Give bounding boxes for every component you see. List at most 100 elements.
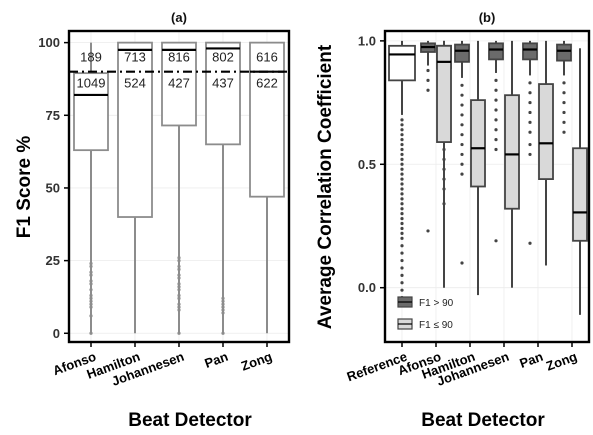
panel-b-box-low-pan-3 bbox=[504, 40, 520, 288]
panel-b-y-ticks: 0.0 0.5 1.0 bbox=[358, 33, 385, 295]
panel-a-box-afonso-outlier-8 bbox=[89, 282, 93, 286]
panel-a-box-afonso-outlier-13 bbox=[89, 261, 93, 266]
panel-b-box-high-johannesen-outlier-8 bbox=[494, 239, 498, 243]
panel-a-box-hamilton-box bbox=[117, 41, 153, 218]
panel-a-box-pan-outlier-3 bbox=[221, 305, 225, 309]
panel-b-frame bbox=[383, 29, 591, 344]
panel-a-box-afonso-outlier-4 bbox=[89, 299, 93, 303]
panel-a-box-johannesen-outlier-9 bbox=[177, 276, 181, 280]
panel-b-ytick-label-1: 0.5 bbox=[358, 157, 376, 172]
panel-b-box-low-hamilton-1-box bbox=[436, 44, 452, 143]
panel-b-box-reference-outlier-2 bbox=[400, 128, 404, 132]
panel-a-count-below-hamilton: 524 bbox=[124, 76, 146, 91]
panel-b-box-high-afonso-outlier-0 bbox=[426, 68, 430, 73]
panel-a-box-afonso-outlier-6 bbox=[89, 293, 93, 298]
panel-b-box-reference-outlier-14 bbox=[400, 187, 404, 191]
panel-b-box-high-zong-outlier-1 bbox=[562, 91, 566, 95]
panel-b-box-high-pan-outlier-1 bbox=[528, 91, 532, 95]
panel-a-box-johannesen-outlier-0 bbox=[177, 331, 181, 335]
panel-a-box-afonso-outlier-5 bbox=[89, 296, 93, 301]
panel-b-legend-label-1: F1 ≤ 90 bbox=[419, 320, 453, 331]
panel-b-box-high-pan-outlier-0 bbox=[528, 81, 532, 85]
panel-b-box-reference-outlier-23 bbox=[400, 231, 404, 235]
panel-a-ytick-label-75: 75 bbox=[46, 108, 60, 123]
panel-a-box-afonso-outlier-11 bbox=[89, 270, 93, 274]
panel-b-box-high-johannesen-outlier-0 bbox=[494, 78, 498, 82]
panel-b-box-high-johannesen-outlier-4 bbox=[494, 118, 498, 122]
panel-b-box-high-zong-outlier-4 bbox=[562, 120, 566, 124]
panel-b-box-reference-outlier-15 bbox=[400, 192, 404, 196]
panel-b-box-reference-outlier-9 bbox=[400, 162, 404, 166]
panel-a-count-below-johannesen: 427 bbox=[168, 76, 190, 91]
panel-b-box-high-zong-outlier-5 bbox=[562, 130, 566, 134]
panel-b-box-reference-outlier-21 bbox=[400, 221, 404, 226]
panel-b-box-high-hamilton-outlier-3 bbox=[460, 113, 464, 117]
panel-b-box-reference-outlier-28 bbox=[400, 266, 404, 270]
panel-b-box-high-johannesen-outlier-1 bbox=[494, 88, 498, 92]
panel-a-count-below-pan: 437 bbox=[212, 76, 234, 91]
panel-a-box-johannesen-outlier-3 bbox=[177, 302, 181, 306]
panel-a-box-afonso bbox=[73, 42, 109, 335]
panel-a-box-pan-outlier-4 bbox=[221, 302, 225, 306]
panel-a-box-afonso-outlier-9 bbox=[89, 279, 93, 283]
panel-b-box-reference-outlier-24 bbox=[400, 236, 404, 240]
panel-b-box-reference-outlier-10 bbox=[400, 167, 404, 171]
panel-a-y-ticks: 0 25 50 75 100 bbox=[38, 35, 69, 341]
panel-b-box-high-johannesen-outlier-7 bbox=[494, 147, 498, 152]
panel-b-box-reference-box bbox=[388, 44, 416, 82]
panel-b-box-high-pan-outlier-2 bbox=[528, 100, 532, 105]
panel-b-box-reference-outlier-5 bbox=[400, 142, 404, 147]
panel-b-xtick-label-zong: Zong bbox=[544, 349, 579, 374]
panel-b-gridlines bbox=[385, 31, 589, 342]
panel-b-box-high-hamilton bbox=[454, 40, 470, 265]
panel-b-box-low-hamilton-1 bbox=[436, 40, 452, 288]
panel-a-box-pan-outlier-0 bbox=[221, 331, 225, 335]
panel-b-box-reference-outlier-20 bbox=[400, 216, 404, 221]
panel-b-box-low-johannesen-2 bbox=[470, 40, 486, 296]
panel-b-box-high-pan-outlier-5 bbox=[528, 130, 532, 134]
panel-a-count-above-afonso: 189 bbox=[80, 50, 102, 65]
panel-a-f1-score: 189 1049 713 524 816 427 802 437 616 622 0 25 50 75 1… bbox=[14, 10, 291, 431]
panel-a-box-zong bbox=[249, 41, 285, 334]
panel-a-count-above-zong: 616 bbox=[256, 50, 278, 65]
panel-a-x-axis-title: Beat Detector bbox=[128, 410, 252, 431]
panel-b-box-high-pan-outlier-3 bbox=[528, 110, 532, 115]
panel-b-box-low-zong-4 bbox=[538, 40, 554, 266]
panel-a-box-johannesen-outlier-13 bbox=[177, 259, 181, 263]
panel-b-xtick-label-pan: Pan bbox=[517, 349, 545, 371]
panel-b-box-reference-outlier-19 bbox=[400, 212, 404, 216]
panel-a-box-johannesen-outlier-14 bbox=[177, 256, 181, 260]
panel-a-box-johannesen-outlier-8 bbox=[177, 282, 181, 286]
panel-b-ytick-label-2: 1.0 bbox=[358, 33, 376, 48]
panel-b-box-reference-outlier-22 bbox=[400, 226, 404, 231]
panel-b-box-high-johannesen-outlier-5 bbox=[494, 128, 498, 132]
panel-b-box-high-pan bbox=[522, 40, 538, 245]
panel-a-box-johannesen-box bbox=[161, 41, 197, 127]
panel-a-box-johannesen-outlier-5 bbox=[177, 293, 181, 298]
panel-a-box-johannesen-outlier-1 bbox=[177, 308, 181, 312]
panel-a-count-labels: 189 1049 713 524 816 427 802 437 616 622 bbox=[77, 50, 278, 91]
panel-a-box-afonso-outlier-12 bbox=[89, 264, 93, 269]
panel-b-box-high-hamilton-outlier-0 bbox=[460, 83, 464, 87]
panel-a-box-johannesen-outlier-4 bbox=[177, 296, 181, 301]
panel-b-box-reference-outlier-18 bbox=[400, 207, 404, 211]
panel-b-box-high-afonso-outlier-2 bbox=[426, 88, 430, 92]
panel-b-legend-label-0: F1 > 90 bbox=[419, 298, 454, 309]
panel-b-correlation: F1 > 90 F1 ≤ 90 0.0 0.5 1.0 ReferenceAfonso… bbox=[315, 10, 591, 431]
panel-b-y-axis-title: Average Correlation Coefficient bbox=[315, 44, 336, 329]
panel-b-box-reference-outlier-16 bbox=[400, 197, 404, 201]
panel-a-box-johannesen-outlier-7 bbox=[177, 285, 181, 289]
panel-a-y-axis-title: F1 Score % bbox=[14, 136, 35, 239]
panel-a-box-johannesen-outlier-11 bbox=[177, 267, 181, 271]
panel-a-count-below-afonso: 1049 bbox=[77, 76, 106, 91]
panel-b-box-high-pan-outlier-6 bbox=[528, 142, 532, 147]
panel-b-box-high-zong-outlier-2 bbox=[562, 100, 566, 105]
panel-b-box-high-zong bbox=[556, 40, 572, 134]
panel-a-box-pan-outlier-5 bbox=[221, 299, 225, 303]
panel-a-box-johannesen-outlier-10 bbox=[177, 273, 181, 277]
panel-b-box-high-hamilton-outlier-10 bbox=[460, 261, 464, 265]
panel-b-ytick-label-0: 0.0 bbox=[358, 280, 376, 295]
panel-b-box-reference-outlier-3 bbox=[400, 133, 404, 137]
